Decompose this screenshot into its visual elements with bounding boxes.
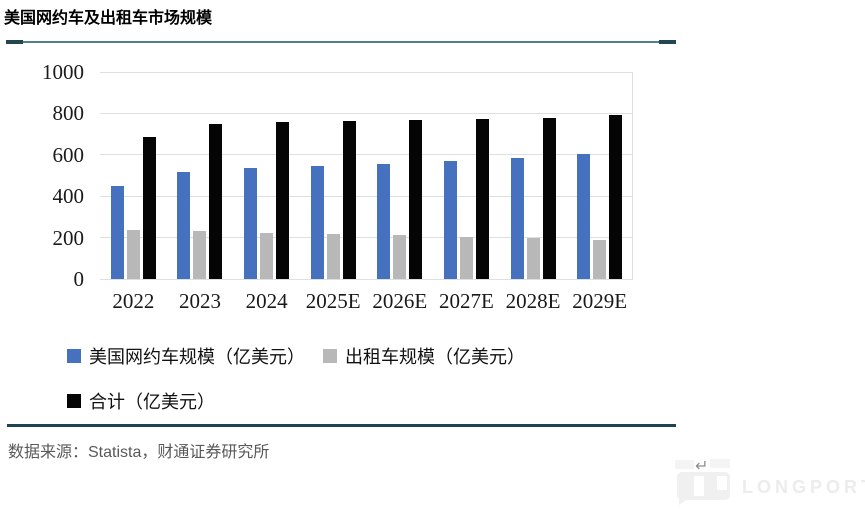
y-tick-label: 400 — [52, 184, 85, 209]
longport-logo-icon — [677, 472, 730, 505]
bar-series1-2025E — [310, 166, 324, 279]
x-tick-label: 2022 — [112, 289, 155, 313]
legend-label: 美国网约车规模（亿美元） — [89, 347, 305, 367]
x-tick-label: 2023 — [178, 289, 221, 313]
x-tick-label: 2024 — [245, 289, 288, 313]
chart-legend: 美国网约车规模（亿美元） 出租车规模（亿美元） 合计（亿美元） — [67, 343, 647, 414]
page-title: 美国网约车及出租车市场规模 — [4, 10, 213, 27]
ghost-rect-left — [675, 460, 694, 469]
x-tick-label: 2028E — [505, 289, 561, 313]
bar-series1-2024 — [244, 167, 258, 279]
figure-top-rule — [6, 39, 676, 44]
bar-series2-2022 — [126, 229, 140, 279]
gridline-y-1000 — [100, 71, 633, 73]
bar-series3-2026E — [409, 120, 423, 279]
gridline-y-0 — [100, 278, 633, 280]
logo-bar-icon — [717, 476, 727, 490]
bar-series2-2026E — [393, 235, 407, 279]
plot-right-border — [632, 72, 633, 279]
legend-item-3: 合计（亿美元） — [67, 388, 215, 414]
bar-series3-2028E — [542, 117, 556, 279]
longport-watermark-text: LONGPORT — [742, 477, 865, 497]
y-tick-label: 0 — [73, 267, 85, 291]
legend-swatch-icon — [67, 394, 81, 408]
gridline-y-600 — [100, 154, 633, 156]
x-tick-label: 2027E — [439, 289, 494, 313]
x-tick-label: 2025E — [305, 289, 361, 313]
return-arrow-icon: ↵ — [695, 458, 709, 475]
logo-tail — [679, 499, 688, 505]
y-tick-label: 600 — [52, 142, 85, 167]
legend-swatch-icon — [67, 349, 81, 363]
bar-series3-2022 — [142, 136, 156, 279]
bar-series2-2027E — [459, 236, 473, 279]
legend-item-2: 出租车规模（亿美元） — [323, 343, 525, 369]
y-tick-label: 200 — [52, 225, 85, 250]
gridline-y-400 — [100, 195, 633, 197]
logo-bar-icon — [694, 476, 704, 496]
legend-item-1: 美国网约车规模（亿美元） — [67, 343, 305, 369]
figure-bottom-rule — [7, 424, 676, 427]
bar-series1-2028E — [510, 158, 524, 279]
y-tick-label: 800 — [52, 101, 85, 126]
y-tick-label: 1000 — [42, 60, 84, 84]
top-rule-left-cap — [6, 39, 23, 44]
bar-series2-2025E — [326, 233, 340, 279]
plot-area — [100, 71, 633, 280]
bar-series2-2028E — [526, 238, 540, 279]
bar-series3-2027E — [475, 119, 489, 279]
source-note: 数据来源：Statista，财通证券研究所 — [8, 444, 270, 461]
bar-series2-2023 — [193, 230, 207, 279]
bar-series2-2024 — [260, 232, 274, 279]
bar-series1-2027E — [443, 161, 457, 279]
top-rule-right-cap — [659, 39, 676, 44]
bar-series1-2023 — [177, 172, 191, 279]
bar-series3-2025E — [342, 121, 356, 279]
ghost-rect-right — [710, 459, 730, 468]
legend-label: 出租车规模（亿美元） — [345, 347, 525, 367]
top-rule-line — [6, 41, 676, 43]
bar-series1-2022 — [110, 185, 124, 279]
bar-series1-2029E — [577, 154, 591, 279]
gridline-y-200 — [100, 237, 633, 239]
bar-series1-2026E — [377, 163, 391, 279]
bar-series3-2029E — [609, 115, 623, 279]
legend-swatch-icon — [323, 349, 337, 363]
bar-series2-2029E — [593, 239, 607, 279]
x-tick-label: 2029E — [572, 289, 628, 313]
bar-series3-2024 — [276, 121, 290, 279]
x-tick-label: 2026E — [372, 289, 428, 313]
gridline-y-800 — [100, 112, 633, 114]
bar-series3-2023 — [209, 124, 223, 279]
legend-label: 合计（亿美元） — [89, 392, 215, 412]
